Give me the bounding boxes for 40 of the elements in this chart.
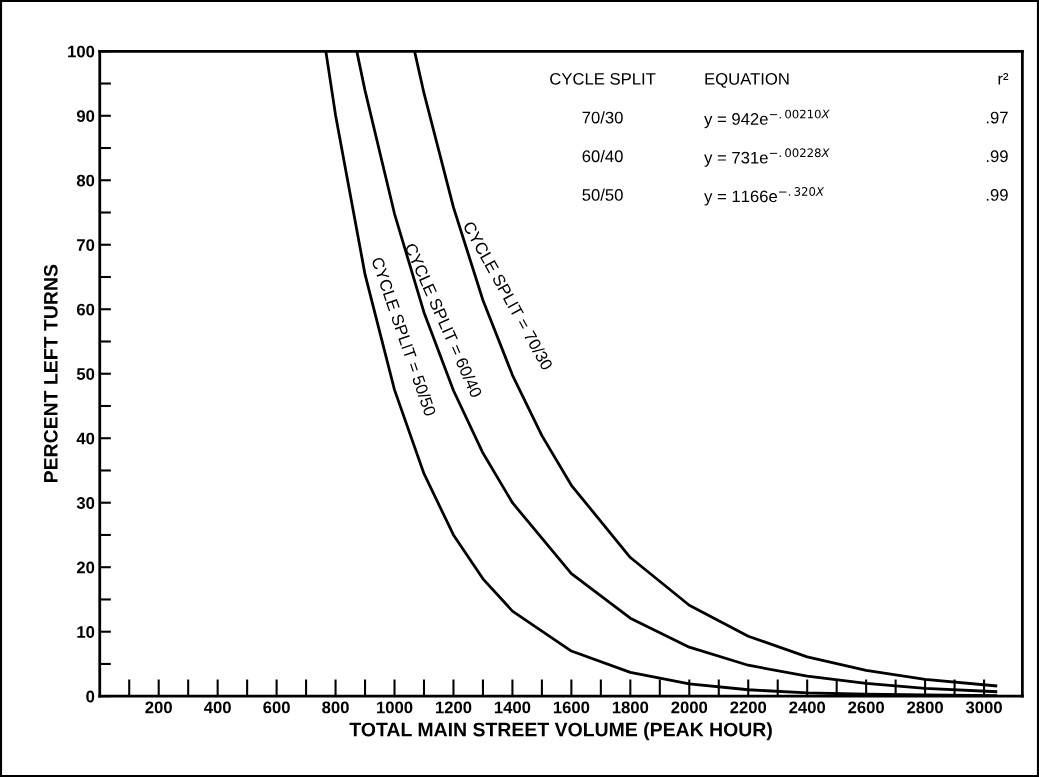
annotation: 70/30: [582, 111, 623, 124]
x-tick-label: 1000: [377, 701, 413, 714]
x-tick-label: 1200: [435, 701, 472, 714]
annotation: .99: [986, 189, 1008, 201]
x-tick-label: 2400: [789, 701, 826, 714]
y-tick-label: 50: [76, 368, 95, 380]
y-tick-label: 90: [76, 110, 95, 122]
annotation: .99: [986, 150, 1008, 163]
x-tick-label: 2000: [671, 701, 708, 714]
annotation: CYCLE SPLIT: [550, 72, 656, 85]
annotation: 50/50: [582, 188, 623, 201]
x-tick-label: 600: [263, 701, 290, 714]
x-tick-label: 800: [322, 701, 349, 714]
x-tick-label: 3000: [965, 701, 1002, 714]
annotation: y = 1166e$^{−.320X}$: [704, 187, 825, 206]
y-tick-label: 0: [86, 690, 95, 703]
x-axis-title: TOTAL MAIN STREET VOLUME (PEAK HOUR): [349, 722, 772, 741]
y-tick-label: 70: [77, 239, 95, 251]
annotation: y = 942e$^{−.00210X}$: [704, 109, 830, 129]
x-tick-label: 1800: [612, 701, 649, 714]
y-tick-label: 80: [76, 174, 95, 187]
x-tick-label: 400: [204, 701, 231, 714]
x-tick-label: 2200: [730, 701, 767, 714]
x-tick-label: 2800: [907, 701, 943, 714]
annotation: r²: [998, 73, 1009, 85]
annotation: EQUATION: [705, 72, 789, 88]
y-tick-label: 30: [76, 497, 95, 509]
y-tick-label: 10: [77, 626, 95, 638]
x-tick-label: 1400: [494, 701, 531, 714]
annotation: 60/40: [582, 149, 623, 163]
x-tick-label: 2600: [848, 701, 884, 714]
x-tick-label: 200: [145, 701, 172, 714]
y-axis-title: PERCENT LEFT TURNS: [43, 264, 58, 483]
y-tick-label: 60: [76, 303, 95, 316]
annotation: .97: [986, 111, 1008, 124]
y-tick-label: 100: [68, 45, 95, 58]
y-tick-label: 20: [76, 561, 95, 574]
y-tick-label: 40: [76, 432, 95, 445]
annotation: y = 731e$^{−.00228X}$: [704, 148, 830, 167]
x-tick-label: 1600: [553, 701, 590, 714]
